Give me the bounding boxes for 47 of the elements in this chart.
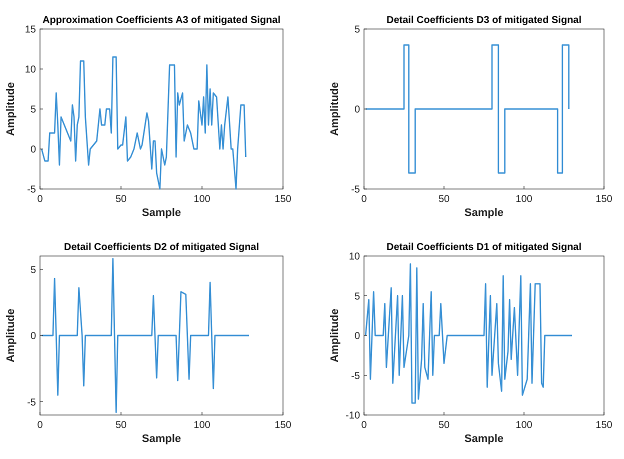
x-tick-label: 50 bbox=[115, 194, 127, 205]
y-axis-title: Amplitude bbox=[329, 308, 341, 362]
x-tick-label: 0 bbox=[361, 194, 368, 205]
chart-title: Detail Coefficients D2 of mitigated Signal bbox=[64, 242, 260, 253]
y-tick-label: -5 bbox=[351, 370, 360, 382]
y-tick-label: -10 bbox=[346, 410, 360, 422]
x-tick-label: 0 bbox=[37, 194, 44, 205]
y-tick-label: 5 bbox=[30, 264, 36, 276]
y-tick-label: 15 bbox=[24, 24, 36, 36]
x-axis-title: Sample bbox=[464, 207, 504, 219]
y-tick-label: 5 bbox=[354, 24, 360, 36]
y-tick-label: 5 bbox=[354, 291, 360, 302]
y-tick-label: 0 bbox=[354, 104, 360, 116]
x-axis-title: Sample bbox=[142, 207, 182, 219]
y-tick-label: 0 bbox=[354, 331, 360, 342]
x-tick-label: 150 bbox=[596, 420, 613, 431]
x-tick-label: 100 bbox=[516, 420, 533, 431]
x-axis-title: Sample bbox=[464, 433, 504, 445]
line-series bbox=[364, 263, 573, 404]
chart-title: Detail Coefficients D3 of mitigated Signal bbox=[386, 15, 582, 26]
y-tick-label: -5 bbox=[351, 184, 360, 196]
y-axis-title: Amplitude bbox=[5, 308, 17, 362]
x-tick-label: 50 bbox=[438, 194, 450, 205]
y-tick-label: 10 bbox=[348, 252, 360, 262]
x-tick-label: 100 bbox=[194, 420, 211, 431]
y-axis-title: Amplitude bbox=[329, 82, 341, 136]
y-tick-label: 0 bbox=[30, 331, 36, 342]
y-tick-label: 10 bbox=[24, 64, 36, 76]
chart-title: Approximation Coefficients A3 of mitigated Signal bbox=[42, 15, 281, 26]
x-tick-label: 150 bbox=[274, 194, 292, 205]
x-tick-label: 100 bbox=[194, 194, 211, 205]
x-tick-label: 50 bbox=[438, 420, 450, 431]
x-axis-title: Sample bbox=[142, 433, 182, 445]
x-tick-label: 0 bbox=[37, 420, 44, 431]
y-tick-label: 0 bbox=[30, 144, 36, 156]
y-tick-label: 5 bbox=[30, 104, 36, 116]
line-series bbox=[40, 258, 250, 414]
y-tick-label: -5 bbox=[27, 397, 36, 408]
x-tick-label: 0 bbox=[361, 420, 368, 431]
x-tick-label: 150 bbox=[274, 420, 292, 431]
y-axis-title: Amplitude bbox=[5, 82, 17, 136]
x-tick-label: 150 bbox=[596, 194, 613, 205]
chart-title: Detail Coefficients D1 of mitigated Signal bbox=[386, 242, 582, 253]
y-tick-label: -5 bbox=[27, 184, 36, 196]
x-tick-label: 50 bbox=[115, 420, 127, 431]
x-tick-label: 100 bbox=[516, 194, 533, 205]
line-series bbox=[40, 56, 246, 190]
